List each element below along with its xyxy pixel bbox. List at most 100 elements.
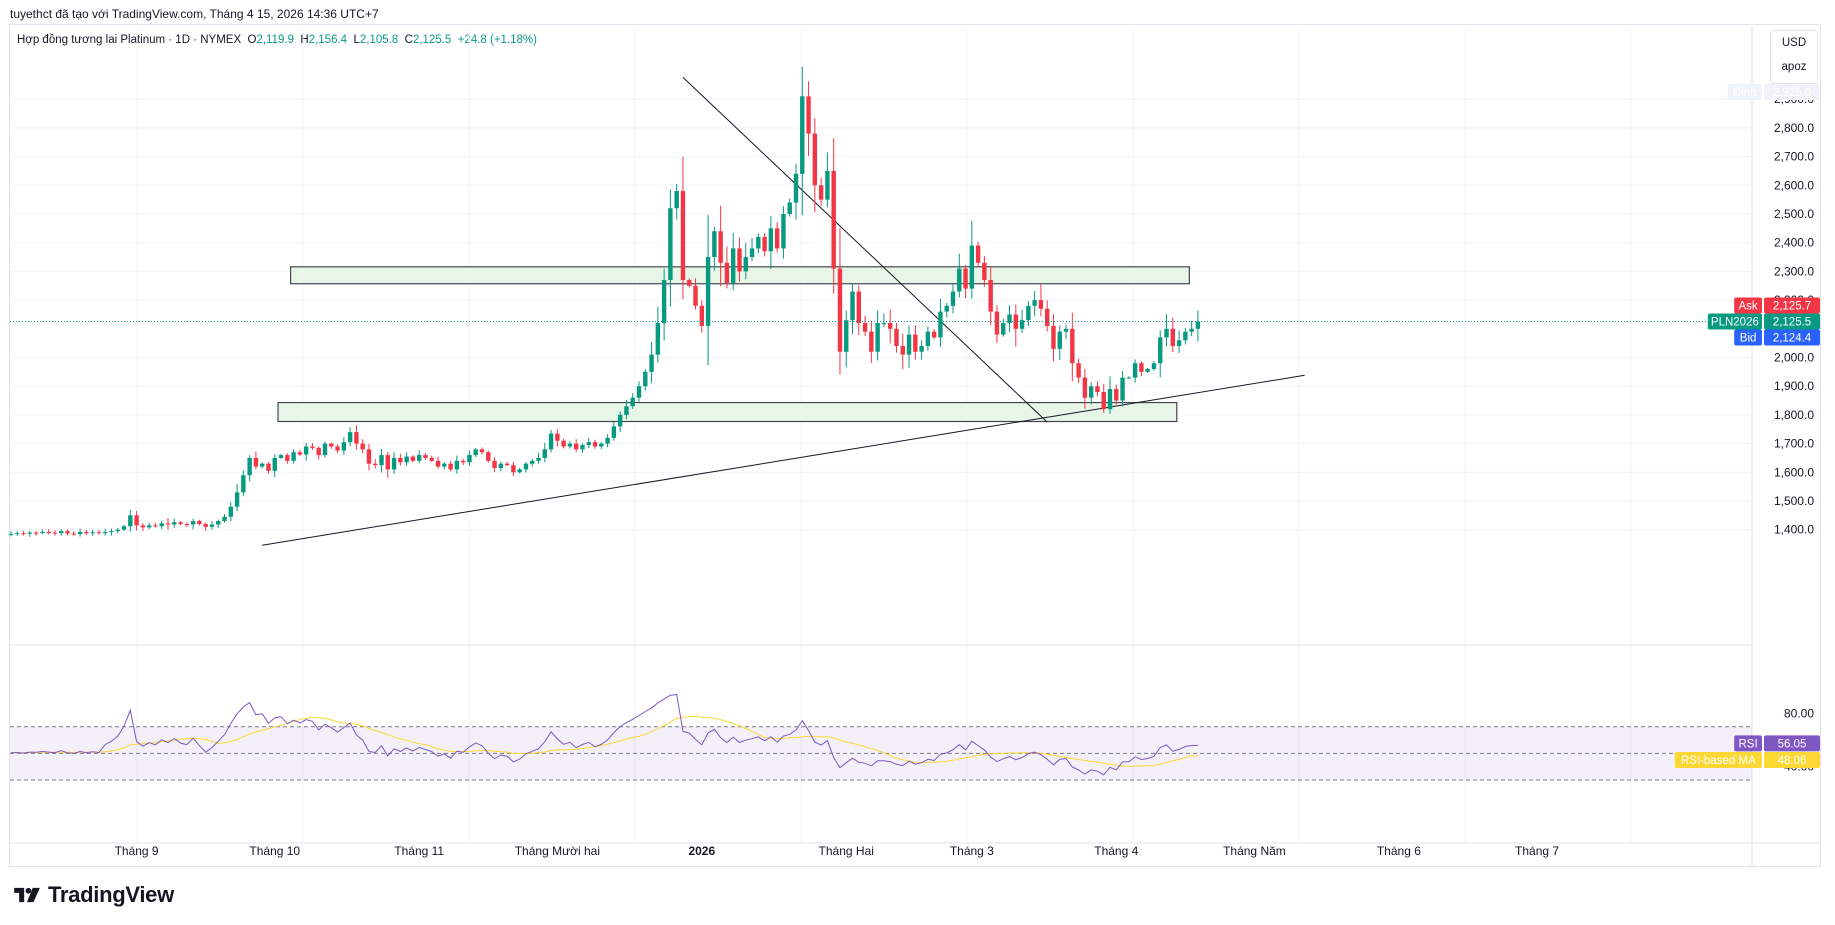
candle (77, 528, 83, 537)
candle-body (366, 449, 372, 464)
candle-body (423, 455, 428, 458)
candle-body (178, 522, 183, 524)
candle (1164, 314, 1169, 347)
candle (253, 451, 259, 470)
symbol-title: Hợp đồng tương lai Platinum · 1D · NYMEX (17, 34, 242, 46)
candle (793, 163, 799, 220)
candle-body (65, 531, 70, 534)
time-tick-label: Tháng 7 (1515, 844, 1559, 858)
rsi-tag-label: RSI (1739, 738, 1758, 750)
candle-body (46, 531, 51, 533)
candle (134, 510, 139, 531)
candle-body (881, 323, 887, 325)
candle (825, 152, 830, 208)
candle (649, 341, 654, 384)
candle (567, 440, 573, 449)
candle (59, 529, 64, 536)
candle (768, 216, 774, 269)
time-tick-label: Tháng Năm (1223, 844, 1286, 858)
candle (969, 220, 975, 299)
candle (498, 461, 504, 472)
time-tick-label: Tháng 11 (394, 844, 444, 858)
candle-body (1176, 340, 1182, 347)
candle-body (21, 533, 26, 535)
candle (33, 530, 39, 536)
candle (536, 452, 541, 464)
candle-body (781, 214, 786, 249)
candle (900, 333, 905, 370)
ask-tag: Ask 2,125.7 (1734, 297, 1820, 314)
candle-body (1001, 323, 1006, 335)
candle (303, 442, 309, 461)
candle (1013, 304, 1018, 347)
candle-body (913, 334, 918, 352)
candle-body (862, 323, 868, 332)
candle-body (266, 463, 271, 471)
candle (875, 310, 880, 361)
candle-body (1088, 386, 1094, 398)
candle-body (322, 443, 328, 456)
candle-body (743, 257, 748, 272)
candle (1170, 317, 1175, 353)
candle-body (1151, 363, 1157, 369)
candle (1070, 312, 1075, 382)
rsi-ma-tag: RSI-based MA 48.06 (1674, 751, 1820, 768)
candle (781, 206, 786, 259)
candle (454, 455, 460, 474)
time-tick-label: Tháng 4 (1094, 844, 1138, 858)
candle-body (310, 446, 315, 448)
candle (222, 514, 227, 523)
tradingview-logo-icon (14, 887, 40, 903)
close-label: C (404, 34, 413, 46)
candle (404, 452, 409, 466)
candle (184, 522, 190, 527)
bid-tag-label: Bid (1740, 332, 1757, 344)
candle (21, 530, 26, 536)
currency-selector[interactable]: USD apoz (1770, 30, 1818, 84)
candle-body (1070, 328, 1075, 364)
candle (837, 227, 843, 375)
candle (1038, 284, 1044, 317)
candle (1114, 384, 1119, 405)
low-value: 2,105.8 (359, 34, 399, 46)
candle-body (661, 280, 667, 324)
candle (442, 462, 447, 470)
tradingview-logo[interactable]: TradingView (12, 882, 174, 908)
candle-body (429, 457, 434, 461)
candle (668, 189, 673, 307)
candle (1145, 367, 1150, 374)
candle (1139, 361, 1144, 377)
candle (517, 467, 522, 474)
candles (8, 66, 1752, 537)
time-axis: Tháng 9 Tháng 10 Tháng 11 Tháng Mười hai 202… (115, 844, 1560, 858)
candle-body (963, 268, 968, 289)
rsi-ma-tag-label: RSI-based MA (1681, 755, 1756, 767)
candle-body (668, 208, 673, 281)
candle-body (335, 446, 340, 451)
candle (862, 315, 868, 337)
open-label: O (247, 34, 257, 46)
candle-body (548, 433, 554, 450)
bid-tag-label-bg (1734, 329, 1762, 346)
candle (410, 455, 416, 463)
price-tags: Đỉnh 2,925.0 Ask 2,125.7 PLN2026 2,125.5 Bid 2,… (1674, 84, 1820, 768)
candle (1032, 291, 1037, 317)
candle (1151, 360, 1157, 371)
price-tick-label: 2,800.0 (1774, 121, 1814, 135)
candle (705, 215, 711, 366)
candle (260, 462, 265, 469)
candle-body (172, 522, 177, 525)
candle-body (109, 531, 114, 533)
candle (617, 411, 623, 433)
candle-body (329, 443, 334, 447)
candle (159, 520, 164, 530)
candle-body (360, 443, 365, 450)
candle (994, 305, 1000, 343)
candle-body (1007, 314, 1012, 324)
symbol-legend[interactable]: Hợp đồng tương lai Platinum · 1D · NYMEX… (17, 34, 537, 46)
candle-body (347, 432, 353, 443)
candle-body (567, 443, 573, 447)
candle-body (448, 463, 453, 470)
rsi-band (10, 726, 1752, 781)
